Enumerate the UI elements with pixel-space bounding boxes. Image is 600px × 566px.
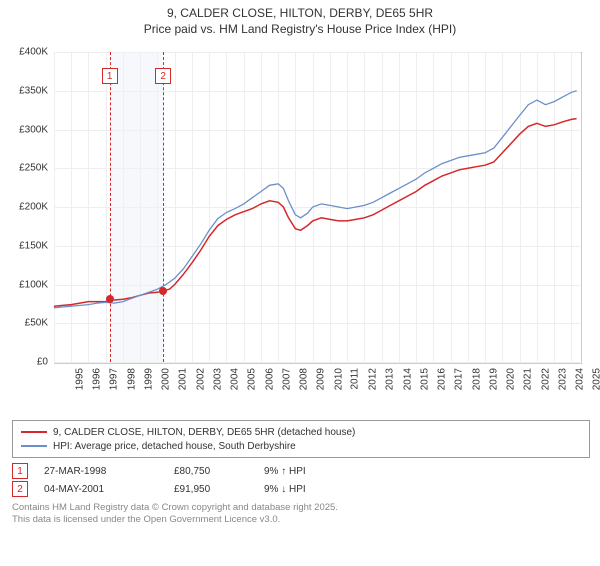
legend-swatch	[21, 431, 47, 433]
events-table: 1 27-MAR-1998£80,7509% ↑ HPI 2 04-MAY-2001£…	[12, 462, 590, 498]
series-hpi	[54, 91, 577, 308]
chart-subtitle: Price paid vs. HM Land Registry's House …	[0, 22, 600, 36]
legend-label: 9, CALDER CLOSE, HILTON, DERBY, DE65 5HR…	[53, 427, 355, 438]
chart-svg	[10, 44, 590, 414]
legend-swatch	[21, 445, 47, 447]
legend-row: HPI: Average price, detached house, Sout…	[21, 439, 581, 453]
attribution-line: This data is licensed under the Open Gov…	[12, 514, 590, 526]
attribution: Contains HM Land Registry data © Crown c…	[12, 502, 590, 526]
chart-title: 9, CALDER CLOSE, HILTON, DERBY, DE65 5HR	[0, 6, 600, 20]
series-price_paid	[54, 119, 577, 307]
event-dot	[106, 295, 114, 303]
event-row: 2 04-MAY-2001£91,9509% ↓ HPI	[12, 480, 590, 498]
event-date: 27-MAR-1998	[44, 466, 174, 477]
event-row: 1 27-MAR-1998£80,7509% ↑ HPI	[12, 462, 590, 480]
event-price: £91,950	[174, 484, 264, 495]
event-marker: 2	[155, 68, 171, 84]
event-marker: 1	[102, 68, 118, 84]
event-price: £80,750	[174, 466, 264, 477]
event-row-marker: 2	[12, 481, 28, 497]
legend-box: 9, CALDER CLOSE, HILTON, DERBY, DE65 5HR…	[12, 420, 590, 458]
attribution-line: Contains HM Land Registry data © Crown c…	[12, 502, 590, 514]
event-dot	[159, 287, 167, 295]
arrow-icon: ↑	[281, 466, 286, 477]
legend-row: 9, CALDER CLOSE, HILTON, DERBY, DE65 5HR…	[21, 425, 581, 439]
event-row-marker: 1	[12, 463, 28, 479]
legend-label: HPI: Average price, detached house, Sout…	[53, 441, 296, 452]
event-date: 04-MAY-2001	[44, 484, 174, 495]
event-change: 9% ↓ HPI	[264, 484, 306, 495]
chart-container: £0£50K£100K£150K£200K£250K£300K£350K£400…	[10, 44, 590, 414]
event-change: 9% ↑ HPI	[264, 466, 306, 477]
x-axis-label: 2025	[592, 368, 600, 390]
arrow-icon: ↓	[281, 484, 286, 495]
